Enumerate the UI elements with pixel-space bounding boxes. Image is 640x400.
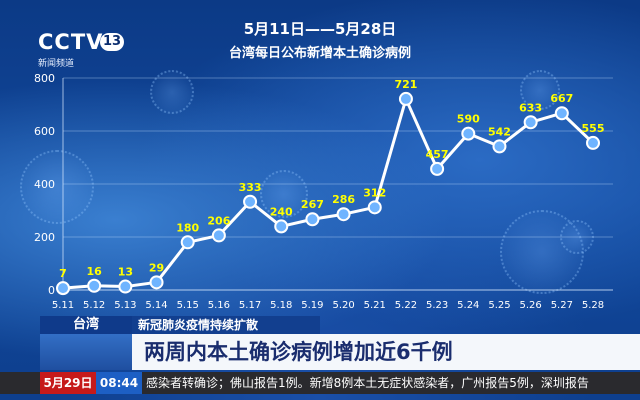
x-tick-label: 5.17 [239, 300, 261, 311]
x-tick-label: 5.25 [488, 300, 510, 311]
x-tick-label: 5.23 [426, 300, 448, 311]
data-point [149, 275, 164, 290]
data-label: 457 [426, 148, 449, 161]
topic-tag: 新冠肺炎疫情持续扩散 [132, 316, 320, 334]
x-tick-label: 5.24 [457, 300, 479, 311]
x-tick-label: 5.18 [270, 300, 292, 311]
data-label: 16 [87, 265, 103, 278]
ticker-date: 5月29日 [40, 372, 96, 394]
data-point [367, 200, 382, 215]
virus-decoration [150, 70, 194, 114]
data-point [398, 91, 413, 106]
virus-decoration [260, 170, 308, 218]
data-point [87, 278, 102, 293]
data-point [492, 139, 507, 154]
data-label: 206 [207, 214, 230, 227]
region-tag: 台湾 [40, 316, 132, 334]
data-point [274, 219, 289, 234]
x-tick-label: 5.26 [520, 300, 542, 311]
channel-logo: CCTV 13 新闻频道 [38, 30, 130, 70]
headline: 两周内本土确诊病例增加近6千例 [144, 340, 453, 364]
x-tick-label: 5.20 [332, 300, 354, 311]
data-label: 333 [239, 181, 262, 194]
channel-name: CCTV [38, 30, 104, 54]
data-point [305, 212, 320, 227]
data-points [56, 91, 600, 296]
x-tick-label: 5.28 [582, 300, 604, 311]
chart-subtitle: 台湾每日公布新增本土确诊病例 [228, 46, 411, 61]
channel-number: 13 [100, 33, 124, 51]
data-point [523, 115, 538, 130]
x-tick-label: 5.13 [114, 300, 136, 311]
data-label: 240 [270, 205, 293, 218]
chart-title: 5月11日——5月28日 [243, 20, 397, 38]
y-tick-label: 400 [34, 178, 55, 191]
y-tick-label: 600 [34, 125, 55, 138]
data-label: 312 [363, 186, 386, 199]
series-line [62, 97, 595, 290]
y-tick-label: 0 [48, 284, 55, 297]
virus-decoration [20, 150, 94, 224]
data-point [554, 106, 569, 121]
x-tick-label: 5.19 [301, 300, 323, 311]
virus-decoration [560, 220, 594, 254]
x-axis-ticks: 5.11 5.12 5.13 5.14 5.15 5.16 5.17 5.18 5.19 5.20… [52, 300, 604, 311]
grid-lines [62, 77, 613, 291]
data-label: 721 [394, 78, 417, 91]
headline-bar [132, 334, 640, 370]
data-point [56, 281, 70, 296]
x-tick-label: 5.22 [395, 300, 417, 311]
x-tick-label: 5.14 [145, 300, 167, 311]
data-label: 29 [149, 261, 164, 274]
data-label: 542 [488, 125, 511, 138]
data-point [243, 194, 258, 209]
x-tick-label: 5.15 [177, 300, 199, 311]
data-label: 590 [457, 113, 480, 126]
data-label: 667 [550, 92, 573, 105]
ticker-time: 08:44 [96, 372, 142, 394]
data-point [180, 235, 195, 250]
channel-subtitle: 新闻频道 [38, 59, 75, 69]
data-label: 13 [118, 266, 133, 279]
data-label: 286 [332, 193, 355, 206]
data-label: 7 [59, 267, 67, 280]
data-point [461, 126, 476, 141]
y-axis-ticks: 0 200 400 600 800 [34, 72, 55, 297]
data-point [586, 135, 600, 150]
data-label: 267 [301, 198, 324, 211]
data-point [336, 207, 351, 222]
data-label: 633 [519, 101, 542, 114]
x-tick-label: 5.11 [52, 300, 74, 311]
data-label: 180 [176, 221, 199, 234]
x-tick-label: 5.16 [208, 300, 230, 311]
y-tick-label: 800 [34, 72, 55, 85]
x-tick-label: 5.27 [551, 300, 573, 311]
data-point [430, 161, 445, 176]
virus-decoration [520, 70, 560, 110]
data-labels: 7 16 13 29 180 206 333 240 267 286 312 721 457 590 542… [59, 78, 604, 280]
data-point [118, 279, 133, 294]
data-point [211, 228, 226, 243]
data-label: 555 [582, 122, 605, 135]
ticker-bar [0, 372, 640, 394]
ticker-text: 感染者转确诊；佛山报告1例。新增8例本土无症状感染者，广州报告5例，深圳报告 [146, 376, 589, 390]
y-tick-label: 200 [34, 231, 55, 244]
x-tick-label: 5.12 [83, 300, 105, 311]
x-tick-label: 5.21 [364, 300, 386, 311]
